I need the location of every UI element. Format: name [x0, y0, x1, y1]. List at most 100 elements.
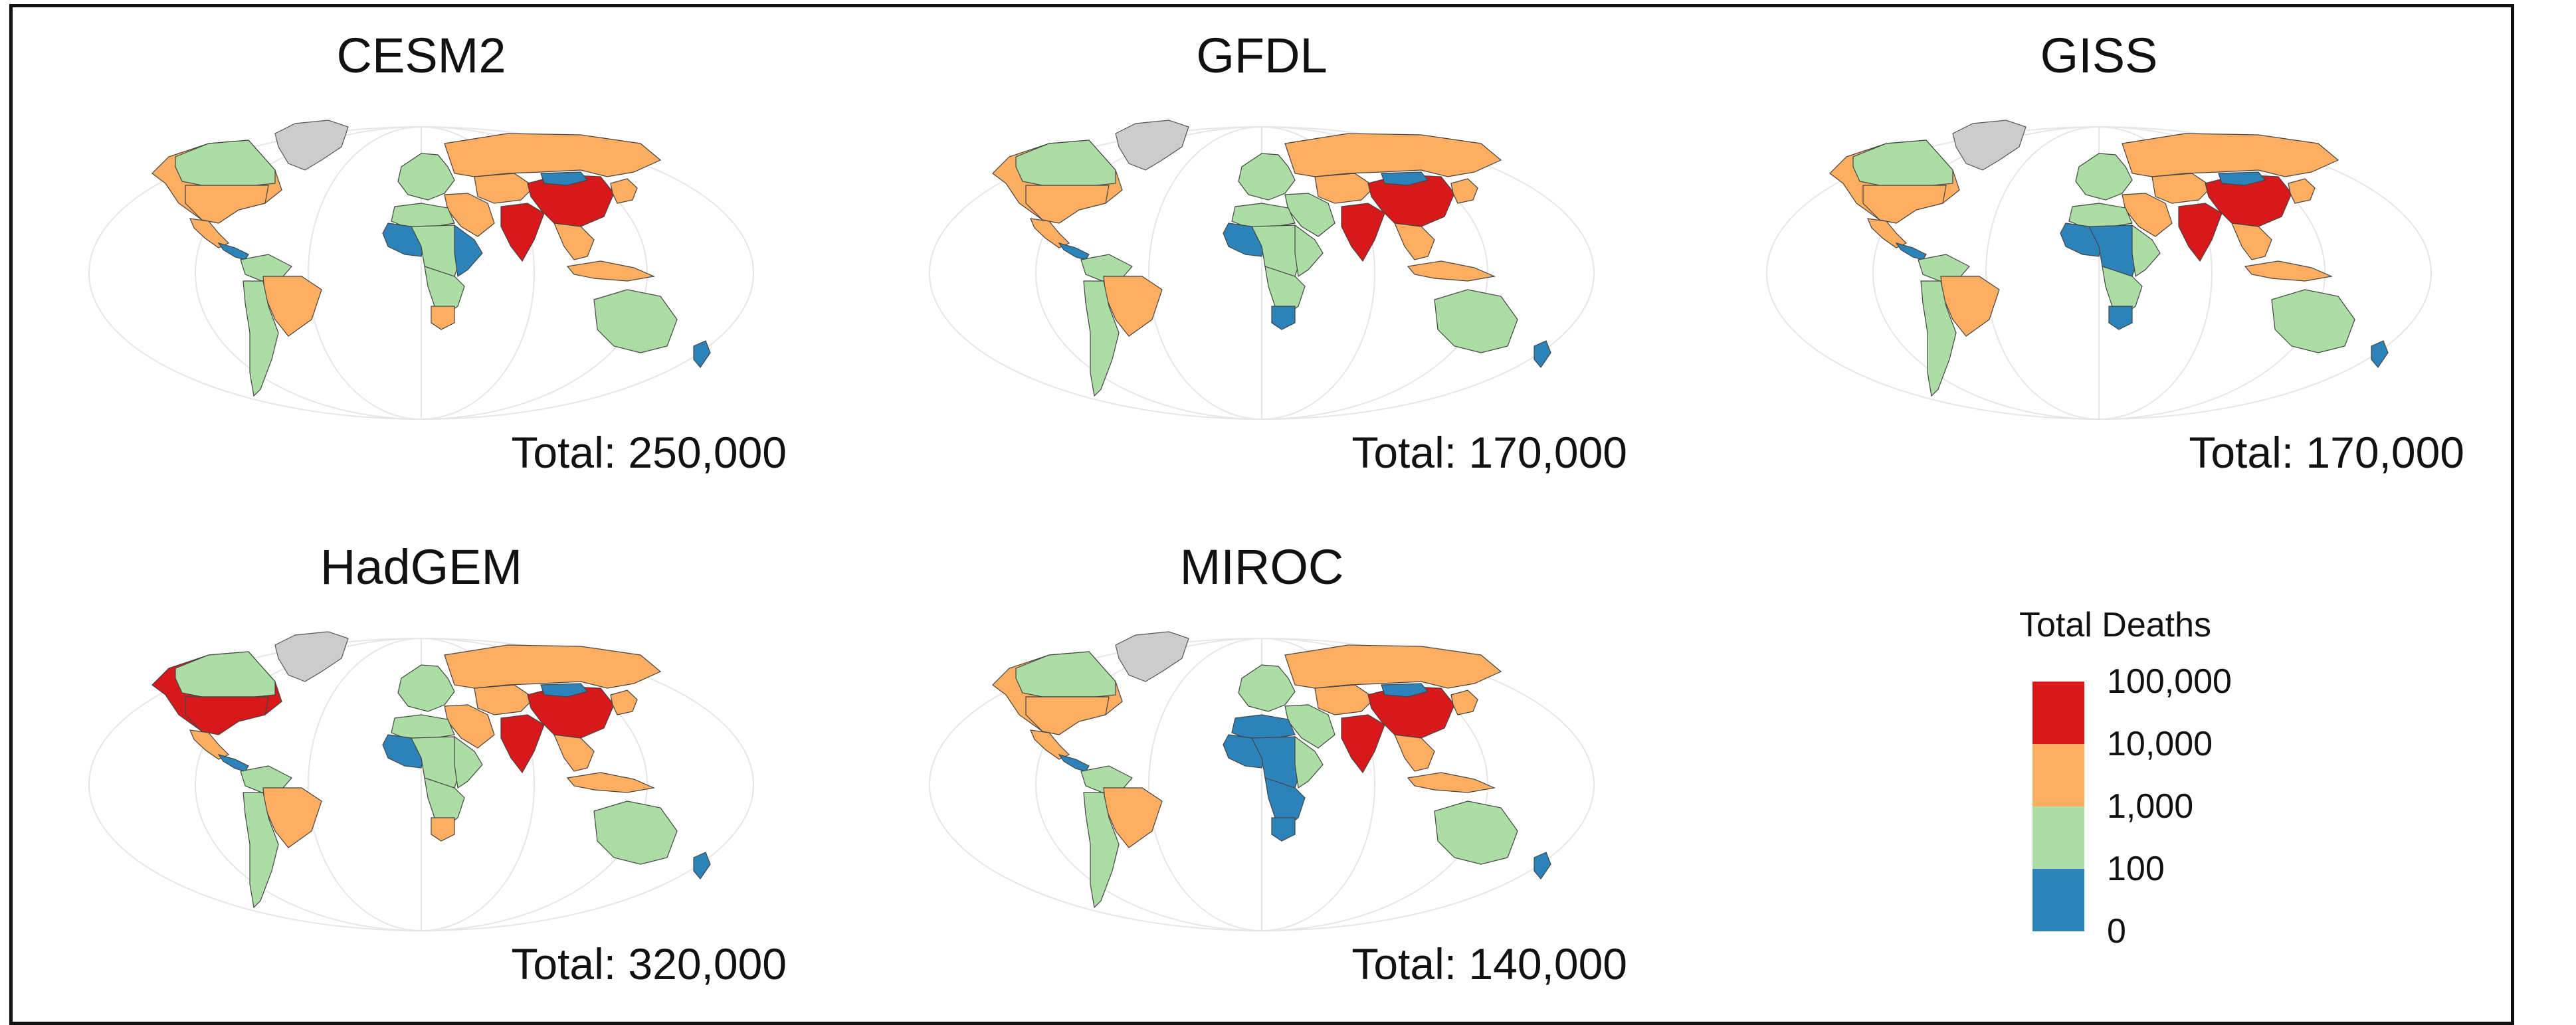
region-india — [500, 203, 545, 262]
region-central-asia — [474, 173, 535, 204]
region-greenland — [1115, 631, 1189, 682]
region-africa-north — [391, 203, 455, 229]
region-africa-north — [1231, 203, 1296, 229]
region-central-america — [1895, 242, 1927, 260]
region-russia — [444, 133, 662, 177]
region-central-america — [217, 242, 249, 260]
region-central-america — [217, 753, 249, 772]
map-panel-giss: GISS Total: 170,000 — [1727, 7, 2471, 477]
region-indonesia — [2244, 260, 2333, 282]
region-central-asia — [474, 684, 535, 715]
region-japan-korea — [2288, 178, 2316, 204]
region-mexico — [1867, 218, 1908, 248]
map-panel-miroc: MIROC Total: 140,000 — [890, 519, 1634, 988]
panel-title: HadGEM — [320, 539, 523, 595]
panel-title: CESM2 — [336, 28, 506, 83]
region-new-zealand — [2371, 340, 2389, 368]
region-south-america-south — [243, 280, 279, 397]
region-south-africa — [431, 817, 455, 842]
region-indonesia — [566, 772, 656, 793]
region-southeast-asia — [1394, 223, 1435, 260]
region-india — [1341, 714, 1385, 774]
world-map — [929, 631, 1595, 931]
region-india — [2178, 203, 2223, 262]
region-japan-korea — [610, 178, 638, 204]
region-mongolia — [540, 171, 589, 186]
region-africa-east — [454, 224, 483, 278]
region-africa-north — [1231, 714, 1296, 740]
region-greenland — [1115, 120, 1189, 171]
region-greenland — [274, 631, 349, 682]
region-russia — [2122, 133, 2339, 177]
region-usa-alaska — [185, 185, 269, 224]
region-usa-alaska — [1025, 696, 1110, 735]
legend-swatch-100000 — [2032, 682, 2084, 744]
panel-total: Total: 320,000 — [511, 939, 787, 988]
region-africa-north — [391, 714, 455, 740]
region-europe — [1238, 664, 1296, 712]
region-africa-east — [1294, 735, 1324, 789]
region-southeast-asia — [553, 734, 595, 772]
region-africa-east — [1294, 224, 1324, 278]
region-europe — [397, 664, 455, 712]
legend-tick: 0 — [2107, 912, 2126, 951]
region-usa-alaska — [185, 696, 269, 735]
region-southeast-asia — [553, 223, 595, 260]
region-india — [500, 714, 545, 774]
region-mongolia — [2218, 171, 2266, 186]
legend: Total Deaths 100,000 10,000 1,000 100 0 — [2019, 605, 2285, 951]
region-indonesia — [1407, 260, 1496, 282]
region-canada — [1852, 140, 1953, 186]
legend-tick: 1,000 — [2107, 787, 2194, 826]
region-south-america-south — [1083, 792, 1120, 909]
region-canada — [1015, 651, 1116, 698]
legend-tick: 100 — [2107, 850, 2165, 888]
region-mexico — [1030, 218, 1070, 248]
region-south-africa — [2108, 306, 2133, 330]
region-south-africa — [1271, 817, 1296, 842]
region-russia — [1284, 644, 1502, 689]
panel-title: GISS — [2040, 28, 2158, 83]
world-map — [1766, 120, 2432, 420]
region-india — [1341, 203, 1385, 262]
map-panel-cesm2: CESM2 Total: 250,000 — [49, 7, 793, 477]
region-africa-east — [454, 735, 483, 789]
panel-total: Total: 140,000 — [1351, 939, 1627, 988]
region-russia — [1284, 133, 1502, 177]
region-canada — [1015, 140, 1116, 186]
region-greenland — [1952, 120, 2027, 171]
panel-total: Total: 170,000 — [1351, 428, 1627, 477]
region-canada — [175, 140, 276, 186]
figure-frame: CESM2 Total: 250,000 GFDL Total: 170,000… — [9, 4, 2514, 1025]
region-japan-korea — [610, 690, 638, 715]
world-map — [929, 120, 1595, 420]
region-central-asia — [1314, 173, 1375, 204]
world-map — [88, 631, 754, 931]
region-central-america — [1058, 753, 1090, 772]
legend-swatch-1000 — [2032, 806, 2084, 869]
region-africa-north — [2068, 203, 2133, 229]
region-central-america — [1058, 242, 1090, 260]
region-south-africa — [431, 306, 455, 330]
region-russia — [444, 644, 662, 689]
region-south-america-south — [1083, 280, 1120, 397]
region-australia — [1434, 800, 1518, 865]
region-southeast-asia — [1394, 734, 1435, 772]
region-australia — [1434, 289, 1518, 353]
legend-title: Total Deaths — [2019, 606, 2212, 644]
panel-title: GFDL — [1196, 28, 1328, 83]
panel-total: Total: 170,000 — [2189, 428, 2464, 477]
region-mongolia — [1381, 683, 1429, 698]
region-mongolia — [540, 683, 589, 698]
region-new-zealand — [1534, 340, 1551, 368]
region-central-asia — [2151, 173, 2213, 204]
region-europe — [397, 153, 455, 201]
region-australia — [593, 800, 678, 865]
region-new-zealand — [693, 852, 711, 880]
map-panel-gfdl: GFDL Total: 170,000 — [890, 7, 1634, 477]
region-australia — [593, 289, 678, 353]
region-mexico — [189, 729, 230, 760]
region-usa-alaska — [1862, 185, 1947, 224]
region-south-america-south — [243, 792, 279, 909]
region-australia — [2271, 289, 2355, 353]
